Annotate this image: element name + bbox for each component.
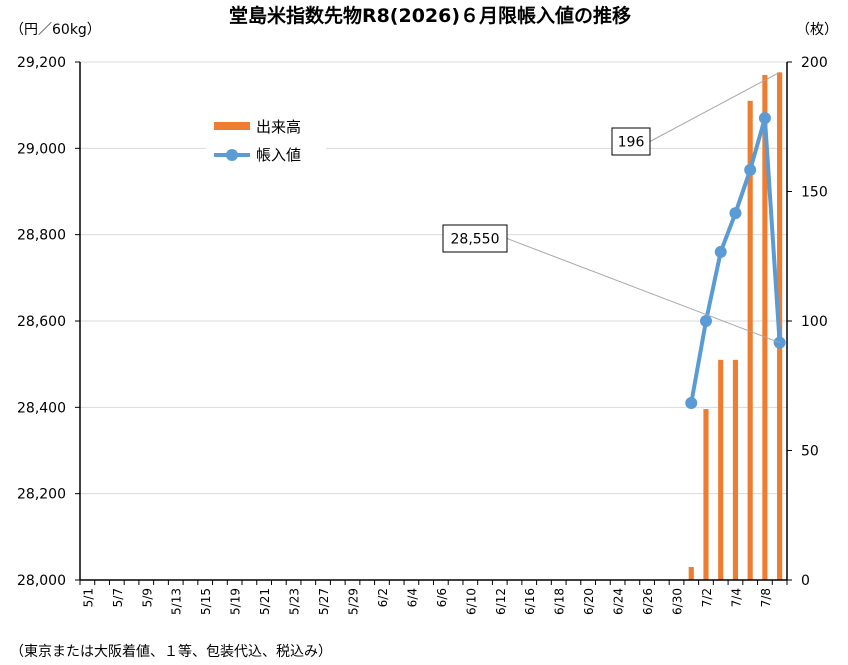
gridlines	[80, 61, 787, 495]
chart-title: 堂島米指数先物R8(2026)６月限帳入値の推移	[229, 4, 631, 27]
volume-bar	[762, 74, 768, 580]
y-right-tick-label: 0	[801, 573, 810, 589]
y-right-tick-label: 150	[801, 185, 828, 201]
volume-bar	[688, 567, 694, 580]
settlement-point	[714, 245, 727, 258]
x-tick-label: 6/20	[582, 588, 596, 615]
y-right-unit-label: （枚）	[796, 22, 838, 38]
x-tick-label: 6/24	[612, 588, 626, 615]
settlement-point	[699, 315, 712, 327]
legend-label: 帳入値	[256, 146, 301, 164]
y-left-tick-label: 29,000	[17, 141, 66, 157]
y-left-tick-label: 28,200	[17, 487, 66, 503]
callout-leader	[649, 71, 780, 142]
settlement-point	[729, 207, 742, 220]
footnote: （東京または大阪着値、１等、包装代込、税込み）	[10, 643, 332, 660]
x-tick-label: 5/13	[170, 588, 184, 615]
callout-leader	[506, 238, 780, 344]
x-tick-label: 5/9	[140, 588, 154, 607]
x-tick-label: 6/26	[641, 588, 655, 615]
x-tick-label: 7/4	[729, 588, 743, 607]
y-left-tick-label: 28,800	[17, 228, 66, 244]
x-tick-label: 6/10	[464, 588, 478, 615]
legend-swatch-marker	[226, 149, 238, 161]
y-left-tick-label: 28,000	[17, 573, 66, 589]
callout-box	[611, 127, 651, 156]
legend-box	[206, 109, 326, 169]
x-tick-label: 6/16	[523, 588, 537, 615]
x-tick-label: 6/12	[494, 588, 508, 615]
x-tick-label: 5/21	[258, 588, 272, 615]
x-tick-label: 5/19	[229, 588, 243, 615]
data-label: 28,550	[451, 232, 500, 248]
legend-label: 出来高	[256, 118, 301, 136]
volume-bar	[732, 359, 739, 580]
y-left-unit-label: （円／60kg）	[10, 22, 101, 38]
data-label: 196	[618, 135, 645, 151]
x-tick-label: 5/7	[111, 588, 125, 607]
x-tick-label: 7/2	[700, 588, 714, 607]
y-left-tick-label: 28,400	[17, 400, 66, 416]
volume-bar	[718, 359, 724, 580]
y-right-tick-label: 50	[801, 444, 819, 460]
x-tick-label: 6/6	[435, 588, 449, 607]
settlement-point	[758, 112, 771, 125]
y-left-tick-label: 28,600	[17, 314, 66, 330]
x-tick-label: 6/4	[405, 588, 419, 607]
volume-bar	[703, 409, 709, 580]
settlement-point	[685, 397, 698, 410]
x-tick-label: 7/8	[759, 588, 773, 607]
x-tick-label: 6/2	[376, 588, 390, 607]
y-left-tick-label: 29,200	[17, 55, 66, 71]
x-tick-label: 5/27	[317, 588, 331, 615]
x-tick-label: 6/18	[553, 588, 567, 615]
volume-bar	[747, 100, 753, 580]
legend-swatch-bar	[214, 122, 250, 130]
x-tick-label: 5/23	[288, 588, 302, 615]
axes: 28,000 28,200 28,400 28,600 28,800 29,000 29,2…	[17, 55, 828, 615]
x-tick-label: 5/15	[199, 588, 213, 615]
y-right-tick-label: 200	[801, 55, 828, 71]
x-tick-label: 5/29	[346, 588, 360, 615]
x-tick-label: 6/30	[671, 588, 685, 615]
callout-box	[442, 224, 508, 253]
x-tick-label: 5/1	[81, 588, 95, 607]
callouts: 196 28,550	[442, 71, 780, 344]
settlement-point	[744, 163, 757, 176]
y-right-tick-label: 100	[801, 314, 828, 330]
